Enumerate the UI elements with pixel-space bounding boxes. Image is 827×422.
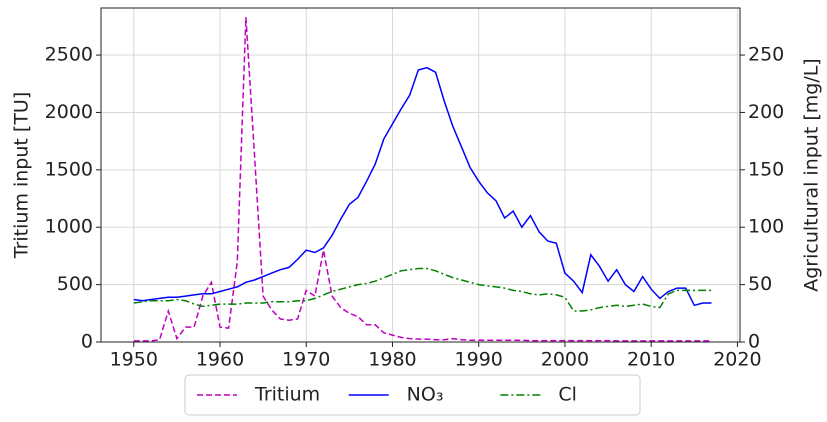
x-tick-label: 1950 <box>110 349 158 371</box>
y-tick-label: 500 <box>57 273 93 295</box>
x-tick-label: 1990 <box>455 349 503 371</box>
legend-label: Tritium <box>254 384 320 406</box>
y2-tick-label: 50 <box>748 273 772 295</box>
series-line <box>133 66 712 307</box>
x-tick-label: 1960 <box>196 349 244 371</box>
y-tick-label: 2500 <box>45 44 93 66</box>
y2-tick-label: 100 <box>748 216 784 238</box>
legend-label: NO₃ <box>407 384 444 406</box>
y-axis-label: Tritium input [TU] <box>11 92 33 259</box>
y2-tick-label: 250 <box>748 44 784 66</box>
y-tick-label: 1000 <box>45 216 93 238</box>
y2-axis-label: Agricultural input [mg/L] <box>801 58 823 291</box>
series-line <box>133 17 712 342</box>
x-tick-label: 2020 <box>713 349 761 371</box>
series-line <box>133 267 712 312</box>
y2-tick-label: 150 <box>748 158 784 180</box>
x-tick-label: 2010 <box>627 349 675 371</box>
legend-box <box>184 374 641 416</box>
y-tick-label: 2000 <box>45 101 93 123</box>
y-tick-label: 1500 <box>45 158 93 180</box>
y2-tick-label: 0 <box>748 331 760 353</box>
x-tick-label: 1980 <box>368 349 416 371</box>
y2-tick-label: 200 <box>748 101 784 123</box>
plot-frame <box>100 7 741 343</box>
legend-label: Cl <box>558 384 577 406</box>
x-tick-label: 1970 <box>282 349 330 371</box>
x-tick-label: 2000 <box>541 349 589 371</box>
y-tick-label: 0 <box>81 331 93 353</box>
